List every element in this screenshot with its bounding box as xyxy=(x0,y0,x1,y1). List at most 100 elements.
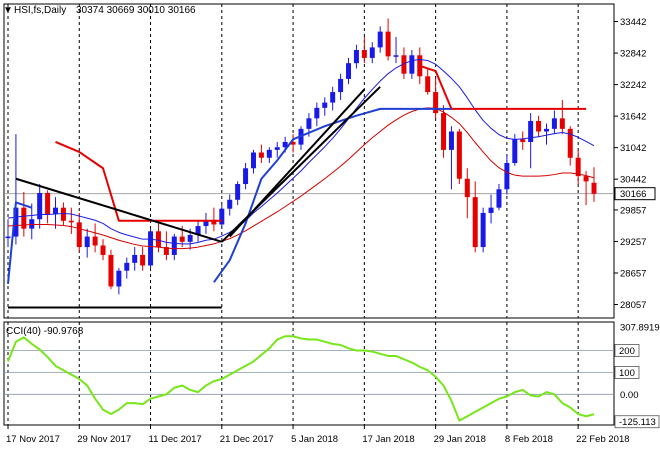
dropdown-arrow-icon[interactable]: ▼ xyxy=(3,5,13,16)
stop-red-line xyxy=(419,64,587,110)
candle[interactable] xyxy=(21,191,27,237)
y-tick-label: 28057 xyxy=(620,300,646,311)
candle[interactable] xyxy=(591,167,597,202)
y-tick-label: 30442 xyxy=(620,175,646,186)
candle[interactable] xyxy=(148,228,154,269)
candle[interactable] xyxy=(448,126,454,190)
candle[interactable] xyxy=(353,44,359,69)
cci-level-box xyxy=(614,344,640,357)
candle[interactable] xyxy=(385,18,391,61)
candle[interactable] xyxy=(464,168,470,219)
candle[interactable] xyxy=(314,102,320,127)
price-window[interactable] xyxy=(3,3,615,319)
candle-body xyxy=(425,76,431,93)
candle-body xyxy=(472,197,478,248)
candle-body xyxy=(559,118,565,129)
candle[interactable] xyxy=(567,126,573,166)
candle[interactable] xyxy=(369,42,375,64)
candle[interactable] xyxy=(100,239,106,261)
candle-body xyxy=(528,120,534,142)
trendline xyxy=(15,177,223,243)
candle[interactable] xyxy=(29,203,35,240)
candle[interactable] xyxy=(116,268,122,295)
candle-body xyxy=(496,189,502,208)
candle[interactable] xyxy=(203,212,209,234)
candle[interactable] xyxy=(171,233,177,261)
symbol-label: HSI,fs,Daily xyxy=(14,5,66,16)
candle-body xyxy=(124,262,130,271)
candle[interactable] xyxy=(243,163,249,190)
candle[interactable] xyxy=(441,105,447,158)
candle[interactable] xyxy=(393,36,399,64)
candle-body xyxy=(21,207,27,229)
candle[interactable] xyxy=(235,181,241,206)
candle[interactable] xyxy=(543,123,549,145)
candle[interactable] xyxy=(108,249,114,290)
candle[interactable] xyxy=(163,231,169,261)
candle[interactable] xyxy=(377,26,383,53)
x-tick-label: 11 Dec 2017 xyxy=(149,434,202,445)
y-tick-label: 31042 xyxy=(620,143,646,154)
candle[interactable] xyxy=(13,134,19,245)
candle[interactable] xyxy=(124,257,130,279)
candle[interactable] xyxy=(132,247,138,271)
candle[interactable] xyxy=(5,219,11,248)
candle[interactable] xyxy=(456,128,462,185)
candle-body xyxy=(140,254,146,266)
y-tick-label: 28657 xyxy=(620,268,646,279)
candle[interactable] xyxy=(60,202,66,227)
candle[interactable] xyxy=(211,207,217,232)
candle[interactable] xyxy=(92,223,98,253)
ema-fast-line xyxy=(7,58,595,245)
candle[interactable] xyxy=(140,247,146,271)
candle[interactable] xyxy=(45,190,51,224)
candle[interactable] xyxy=(322,97,328,116)
candle[interactable] xyxy=(361,36,367,64)
candle[interactable] xyxy=(425,68,431,95)
candle[interactable] xyxy=(338,73,344,100)
candle[interactable] xyxy=(258,144,264,163)
candle[interactable] xyxy=(559,99,565,135)
candle[interactable] xyxy=(520,131,526,150)
candle[interactable] xyxy=(536,115,542,137)
candle[interactable] xyxy=(68,207,74,234)
candle[interactable] xyxy=(528,113,534,169)
candle[interactable] xyxy=(575,149,581,185)
candle[interactable] xyxy=(227,194,233,216)
candle[interactable] xyxy=(551,110,557,135)
candle[interactable] xyxy=(37,184,43,229)
axes: 17 Nov 2017 29 Nov 2017 11 Dec 2017 21 Dec … xyxy=(6,17,660,445)
candle[interactable] xyxy=(409,50,415,79)
candle[interactable] xyxy=(583,170,589,206)
candle-body xyxy=(203,220,209,227)
candle[interactable] xyxy=(496,184,502,211)
cci-level-box xyxy=(614,366,640,379)
candle-body xyxy=(385,31,391,57)
candle[interactable] xyxy=(195,220,201,242)
candle[interactable] xyxy=(250,149,256,174)
candle[interactable] xyxy=(330,86,336,111)
candle-body xyxy=(53,207,59,214)
candle[interactable] xyxy=(504,155,510,195)
candle-body xyxy=(401,55,407,74)
candle[interactable] xyxy=(433,78,439,119)
candle[interactable] xyxy=(155,223,161,253)
candle[interactable] xyxy=(266,147,272,163)
candle[interactable] xyxy=(298,126,304,150)
cci-tick-label: 200 xyxy=(619,346,635,357)
x-tick-label: 17 Jan 2018 xyxy=(362,434,414,445)
candle[interactable] xyxy=(472,181,478,253)
candle[interactable] xyxy=(219,205,225,229)
stop-red-line xyxy=(55,141,222,222)
candle[interactable] xyxy=(488,194,494,224)
cci-window[interactable] xyxy=(3,321,615,426)
candle-body xyxy=(393,55,399,57)
candle[interactable] xyxy=(290,134,296,153)
candle[interactable] xyxy=(480,207,486,253)
candle[interactable] xyxy=(53,197,59,229)
candle[interactable] xyxy=(84,228,90,258)
candle[interactable] xyxy=(76,212,82,253)
candle[interactable] xyxy=(346,57,352,85)
candle-body xyxy=(464,178,470,198)
candle[interactable] xyxy=(274,141,280,158)
